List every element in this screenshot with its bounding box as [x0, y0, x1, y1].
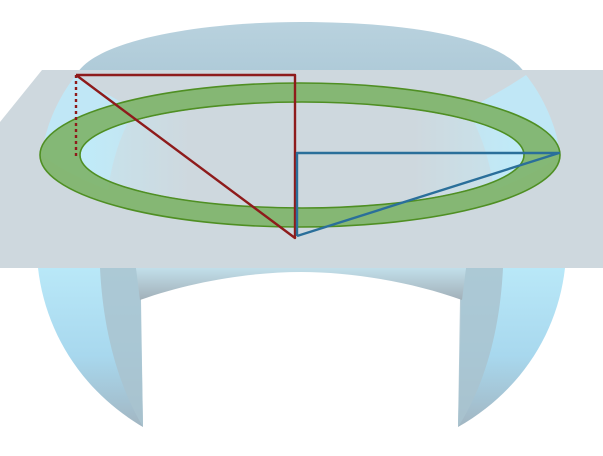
bowl-underside — [136, 268, 466, 300]
ring-hole — [81, 103, 523, 207]
bowl-back-top — [76, 22, 526, 75]
